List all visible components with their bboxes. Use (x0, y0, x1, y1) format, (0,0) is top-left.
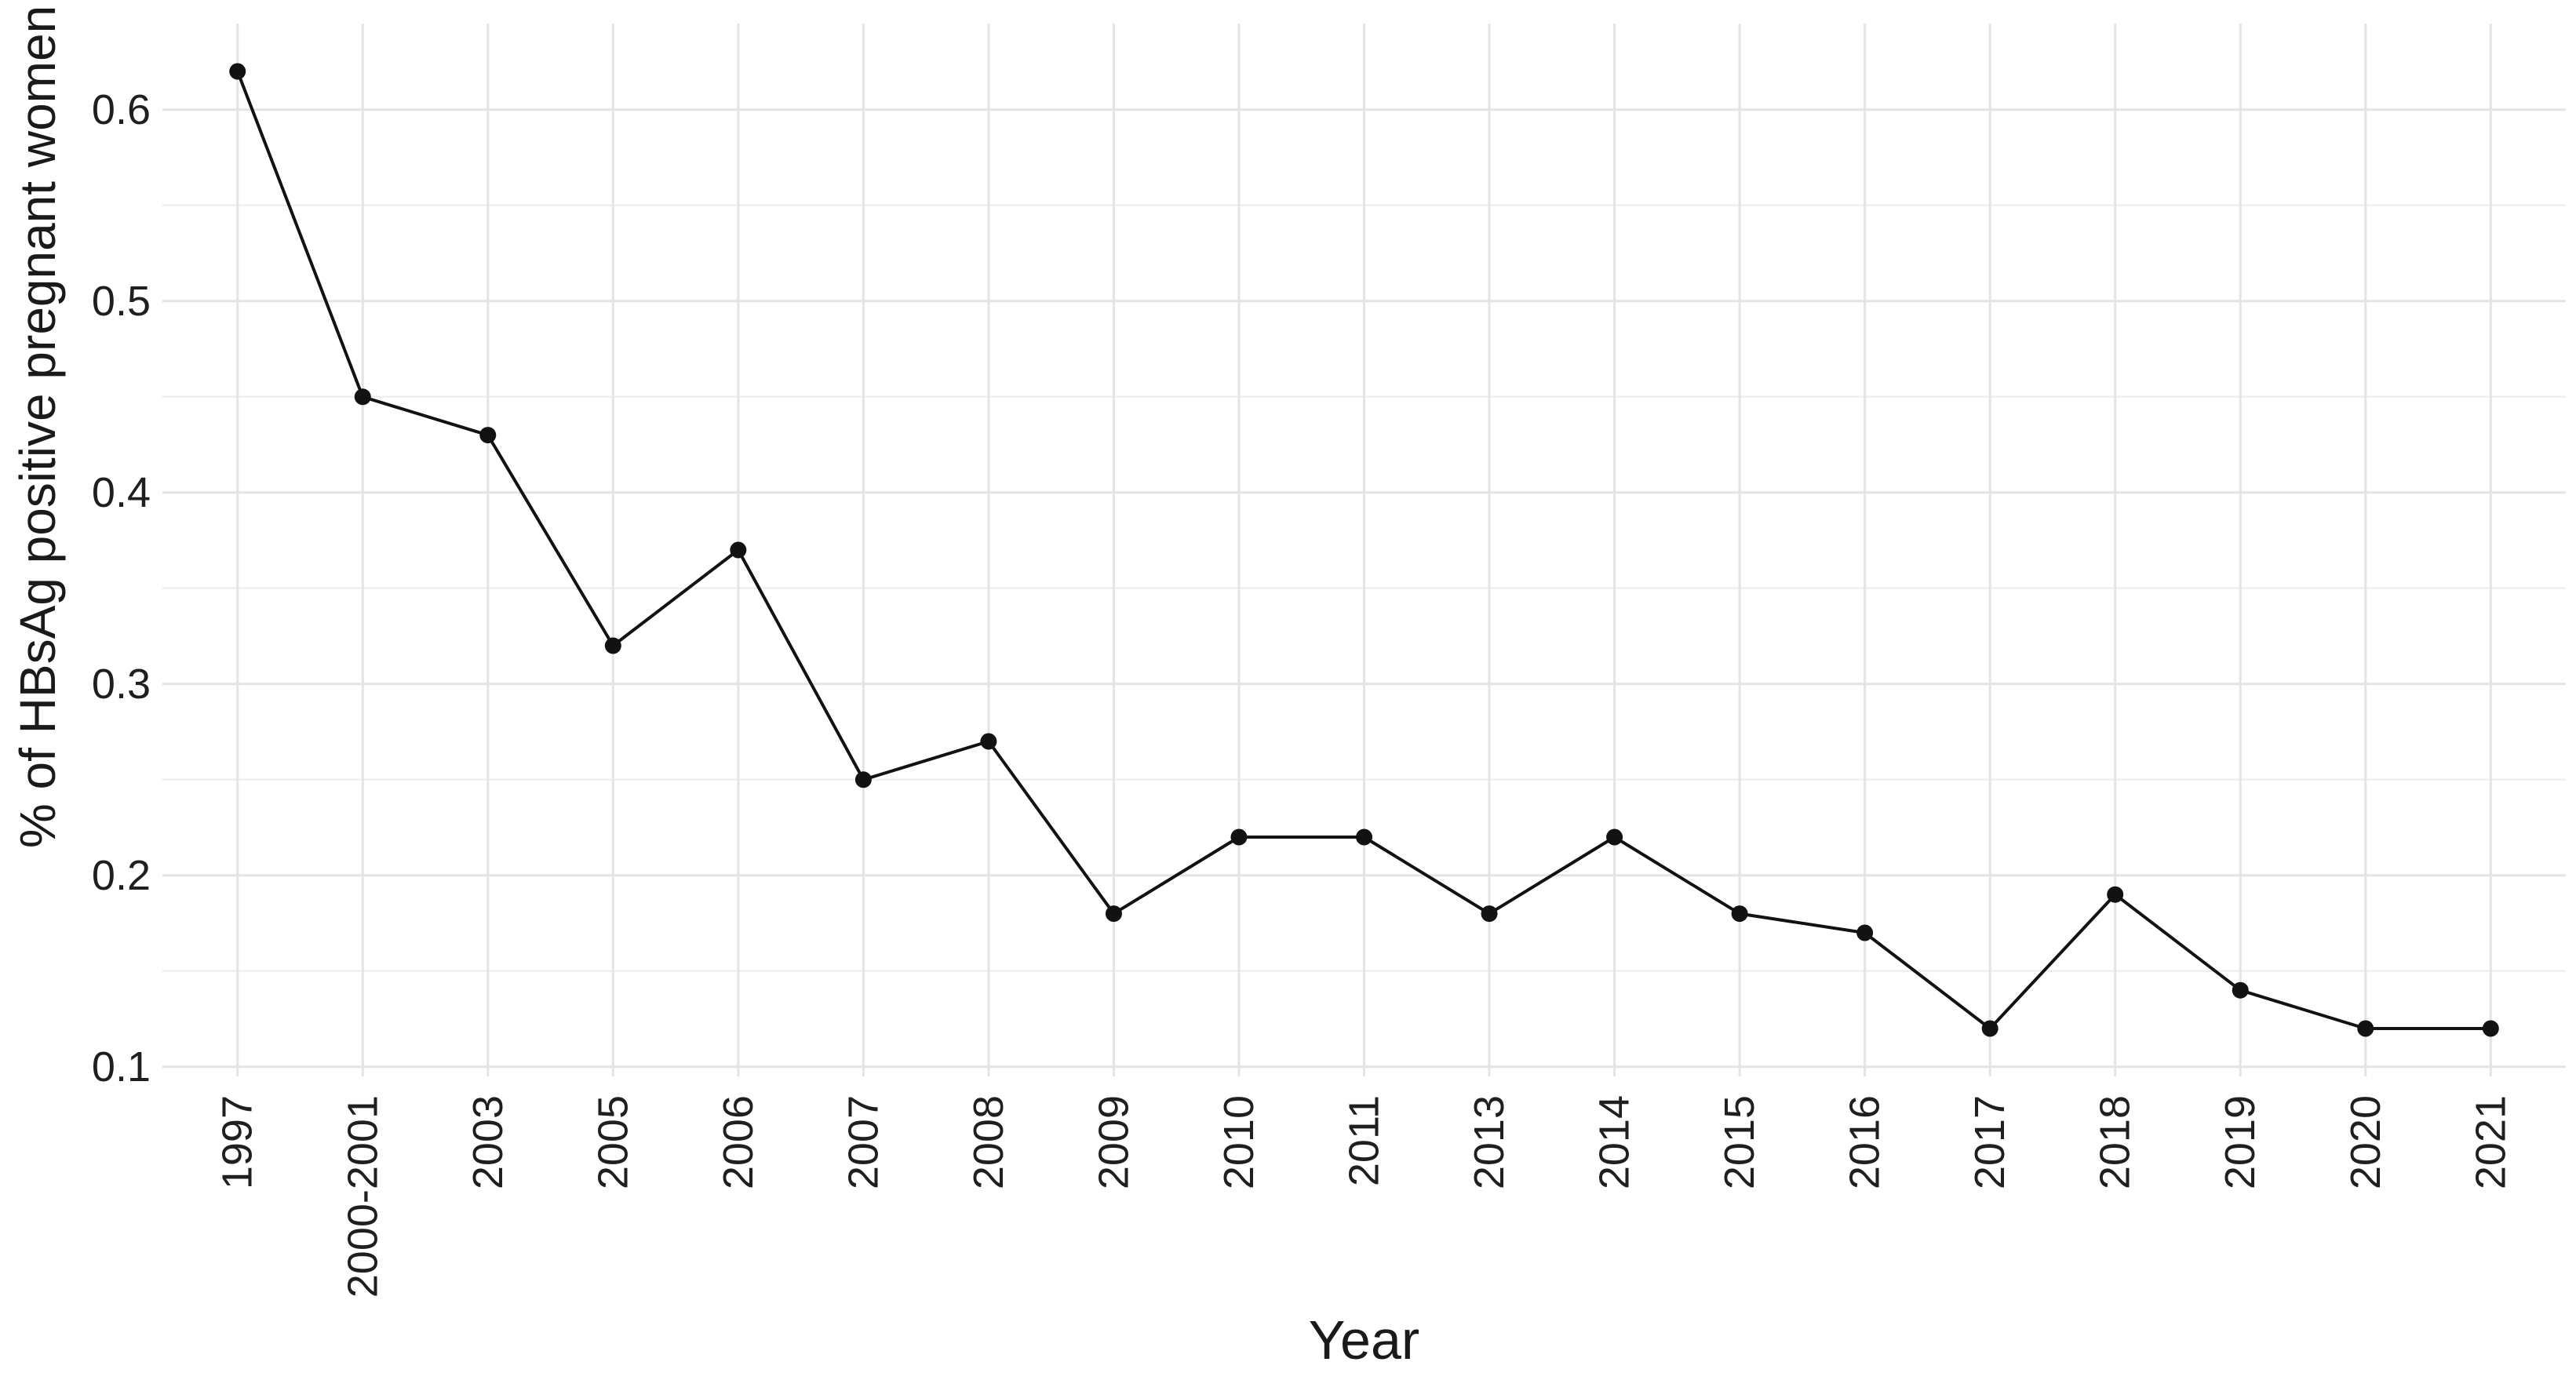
data-point (1230, 828, 1248, 846)
data-point (2357, 1020, 2374, 1037)
x-tick-label: 1997 (214, 1095, 261, 1189)
y-tick-label: 0.6 (92, 86, 151, 133)
x-tick-label: 2021 (2467, 1095, 2514, 1189)
x-tick-label: 2014 (1591, 1095, 1638, 1189)
y-tick-label: 0.3 (92, 661, 151, 708)
data-point (1606, 828, 1623, 846)
data-point (479, 427, 497, 444)
y-axis-title: % of HBsAg positive pregnant women (9, 5, 66, 849)
x-tick-label: 2008 (965, 1095, 1012, 1189)
data-point (354, 388, 371, 406)
x-tick-label: 2009 (1090, 1095, 1137, 1189)
y-tick-label: 0.5 (92, 278, 151, 325)
data-point (980, 733, 997, 750)
x-tick-label: 2013 (1466, 1095, 1513, 1189)
x-tick-label: 2018 (2092, 1095, 2139, 1189)
x-tick-label: 2006 (715, 1095, 762, 1189)
data-point (2107, 886, 2124, 903)
data-point (2232, 981, 2249, 999)
data-point (1481, 905, 1498, 923)
data-point (229, 63, 246, 80)
x-tick-label: 2015 (1716, 1095, 1763, 1189)
x-tick-label: 2020 (2342, 1095, 2389, 1189)
x-tick-label: 2019 (2217, 1095, 2264, 1189)
data-point (1981, 1020, 1998, 1037)
x-tick-label: 2007 (840, 1095, 887, 1189)
x-axis-title: Year (1308, 1309, 1420, 1371)
data-point (730, 541, 747, 559)
x-tick-label: 2000-2001 (339, 1095, 386, 1298)
y-tick-label: 0.2 (92, 852, 151, 899)
data-point (854, 771, 872, 788)
data-point (1731, 905, 1748, 923)
x-tick-label: 2011 (1341, 1095, 1388, 1186)
x-tick-label: 2003 (465, 1095, 512, 1189)
x-tick-label: 2016 (1842, 1095, 1889, 1189)
data-point (1356, 828, 1372, 846)
data-point (2482, 1020, 2499, 1037)
data-point (1856, 924, 1874, 941)
x-tick-label: 2010 (1215, 1095, 1262, 1189)
x-tick-label: 2005 (589, 1095, 636, 1189)
data-point (1105, 905, 1122, 923)
y-tick-label: 0.1 (92, 1043, 151, 1091)
data-point (604, 637, 621, 654)
x-tick-label: 2017 (1966, 1095, 2013, 1189)
y-tick-label: 0.4 (92, 469, 151, 516)
